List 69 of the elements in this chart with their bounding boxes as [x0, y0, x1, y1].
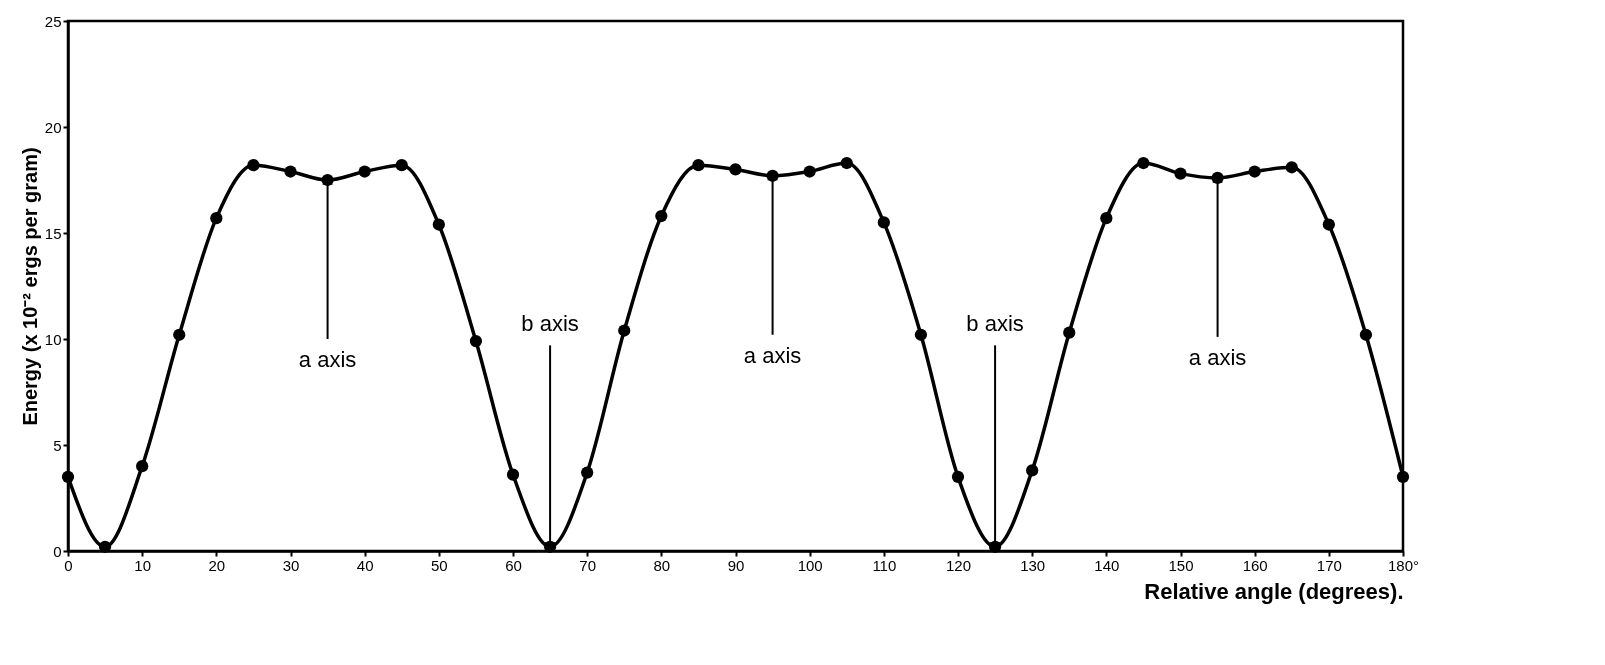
point	[1063, 326, 1076, 339]
point	[61, 470, 75, 483]
point	[877, 216, 890, 229]
point	[1248, 165, 1261, 178]
point	[321, 173, 334, 187]
point	[247, 159, 260, 172]
point	[136, 460, 149, 473]
point	[469, 335, 483, 348]
point	[618, 324, 631, 337]
point	[840, 156, 853, 170]
point	[506, 468, 520, 481]
point	[1285, 161, 1298, 174]
point	[1100, 212, 1113, 225]
x-tick-label: 50	[430, 556, 448, 574]
x-tick-label: 170	[1316, 556, 1342, 574]
point	[210, 212, 223, 225]
y-tick-label: 20	[44, 118, 62, 136]
point	[1137, 156, 1150, 170]
point	[358, 165, 371, 178]
x-tick-label: 20	[208, 556, 226, 574]
point	[914, 328, 928, 341]
x-tick-label: 80	[653, 556, 671, 574]
point	[543, 540, 557, 553]
point	[655, 209, 668, 223]
x-tick-label: 100	[797, 556, 823, 574]
annotation: b axis	[521, 311, 579, 337]
point	[98, 540, 112, 553]
x-tick-label: 120	[945, 556, 972, 574]
y-tick-label: 5	[53, 436, 62, 454]
x-tick-label: 90	[727, 556, 745, 574]
y-axis-title: Energy (x 10⁻² ergs per gram)	[18, 147, 41, 426]
x-tick-label: 180°	[1387, 556, 1420, 574]
x-tick-label: 70	[579, 556, 597, 574]
x-tick-label: 150	[1168, 556, 1194, 574]
x-tick-label: 140	[1094, 556, 1120, 574]
point	[803, 165, 816, 178]
x-tick-label: 60	[505, 556, 522, 574]
y-tick-label: 0	[53, 542, 62, 560]
y-tick-label: 25	[44, 12, 62, 30]
point	[432, 218, 445, 231]
point	[284, 165, 297, 178]
point	[1174, 167, 1187, 180]
point	[951, 470, 965, 483]
point	[1322, 218, 1335, 231]
point	[173, 328, 186, 341]
x-axis-title: Relative angle (degrees).	[1144, 578, 1404, 604]
point	[766, 169, 779, 182]
point	[581, 466, 594, 479]
x-tick-label: 160	[1242, 556, 1268, 574]
x-tick-label: 110	[872, 556, 897, 574]
annotation: a axis	[743, 342, 802, 368]
x-tick-label: 30	[282, 556, 300, 574]
point	[1396, 470, 1410, 483]
x-tick-label: 40	[356, 556, 374, 574]
annotation: a axis	[1188, 345, 1247, 371]
x-tick-label: 130	[1020, 556, 1046, 574]
point	[395, 159, 408, 172]
annotation: a axis	[298, 347, 357, 373]
point	[729, 163, 742, 176]
y-tick-label: 10	[44, 330, 62, 348]
point	[988, 540, 1002, 553]
annotation: b axis	[966, 311, 1024, 337]
point	[1359, 328, 1373, 341]
x-tick-label: 10	[134, 556, 152, 574]
point	[1211, 171, 1224, 184]
y-tick-label: 15	[44, 224, 62, 242]
x-tick-label: 0	[64, 556, 73, 574]
point	[692, 159, 705, 172]
point	[1026, 464, 1039, 477]
